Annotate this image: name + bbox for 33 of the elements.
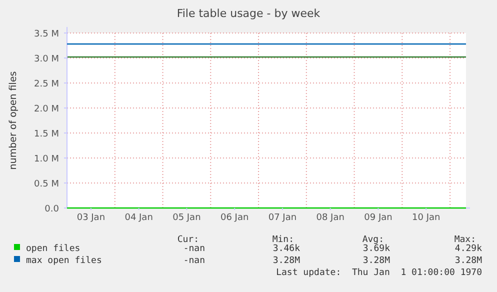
text: Max: — [454, 235, 476, 245]
text: 3.69k — [362, 244, 391, 254]
text: 3.46k — [272, 244, 301, 254]
text: Min: — [272, 235, 294, 245]
x-tick-label: 08 Jan — [316, 213, 344, 223]
chart-title: File table usage - by week — [176, 7, 321, 20]
x-tick-label: 05 Jan — [172, 213, 201, 223]
text: 3.28M — [454, 256, 483, 266]
x-tick-label: 04 Jan — [124, 213, 153, 223]
x-tick-label: 07 Jan — [268, 213, 297, 223]
text: Avg: — [362, 235, 384, 245]
text: -nan — [183, 244, 205, 254]
y-tick-label: 0.0 — [44, 204, 60, 214]
text: Cur: — [177, 235, 199, 245]
y-tick-label: 1.0 M — [34, 154, 59, 164]
y-tick-label: 1.5 M — [34, 130, 59, 140]
text: 4.29k — [454, 244, 483, 254]
y-tick-label: 0.5 M — [34, 180, 59, 190]
y-tick-label: 2.5 M — [34, 80, 59, 90]
text: 3.28M — [362, 256, 391, 266]
legend-label: open files — [26, 244, 80, 254]
text: -nan — [183, 256, 205, 266]
y-tick-label: 2.0 M — [34, 104, 59, 114]
y-axis-title: number of open files — [8, 71, 19, 170]
y-tick-label: 3.5 M — [34, 30, 59, 40]
text: Last update: Thu Jan 1 01:00:00 1970 — [276, 268, 482, 278]
y-tick-label: 3.0 M — [34, 54, 59, 64]
text: 3.28M — [272, 256, 301, 266]
legend-label: max open files — [26, 256, 102, 266]
x-tick-label: 09 Jan — [364, 213, 392, 223]
x-tick-label: 06 Jan — [220, 213, 249, 223]
x-tick-label: 10 Jan — [412, 213, 440, 223]
x-tick-label: 03 Jan — [76, 213, 106, 223]
